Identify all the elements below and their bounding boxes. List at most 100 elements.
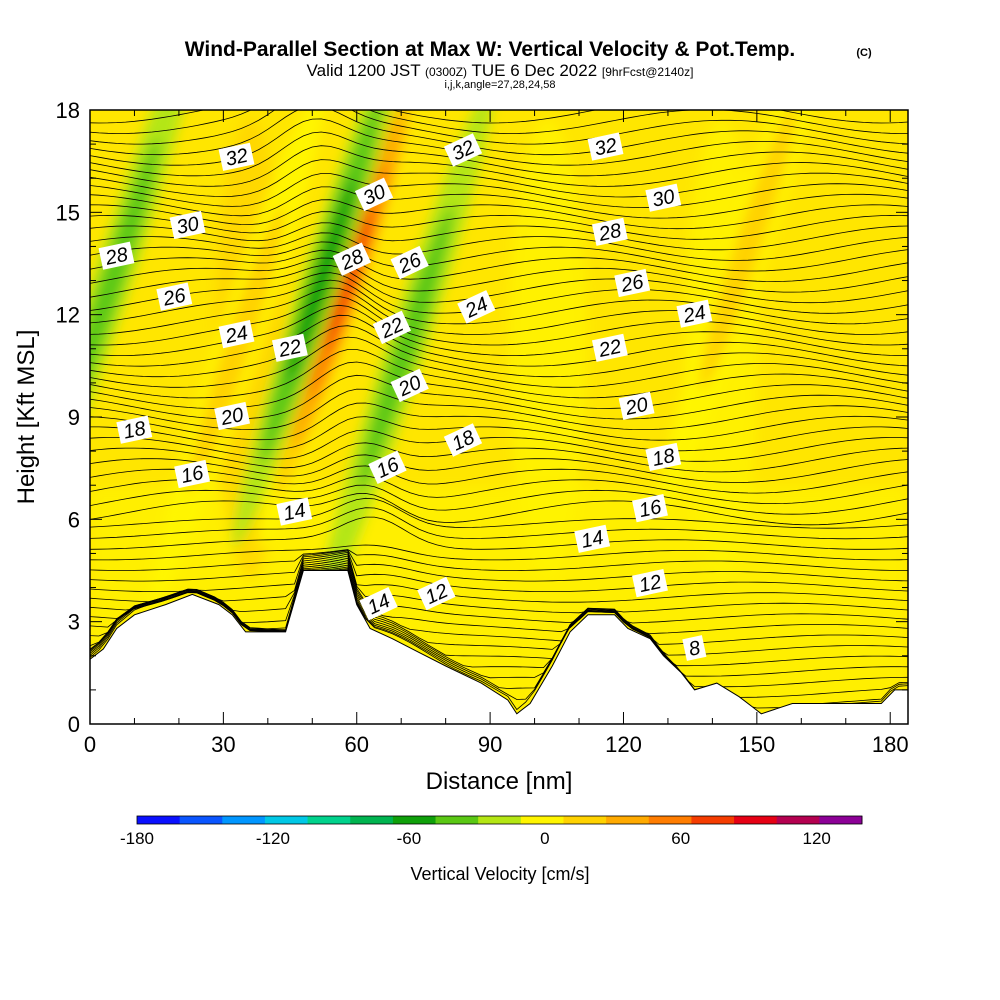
theta-contour-line	[90, 550, 908, 592]
y-tick-label: 0	[68, 712, 80, 737]
theta-contour-label: 32	[218, 142, 255, 171]
theta-contour-label: 8	[682, 635, 707, 661]
svg-text:32: 32	[224, 145, 250, 171]
colorbar	[136, 815, 863, 825]
svg-text:28: 28	[103, 244, 130, 270]
terrain	[90, 570, 908, 724]
updraft-band-mid	[507, 118, 588, 579]
svg-text:12: 12	[637, 571, 663, 597]
theta-contour-line	[90, 553, 908, 614]
colorbar-swatch	[435, 816, 479, 824]
theta-contour-label: 18	[116, 415, 153, 444]
theta-contour-line	[90, 264, 908, 304]
plot-area	[90, 110, 908, 724]
colorbar-swatch	[520, 816, 564, 824]
x-tick-labels: 0 30 60 90 120 150 180	[84, 732, 909, 757]
y-tick-label: 6	[68, 507, 80, 532]
x-tick-label: 180	[872, 732, 909, 757]
theta-contour-line	[90, 279, 908, 325]
theta-contour-line	[90, 110, 908, 134]
subtitle-utc: (0300Z)	[425, 65, 467, 79]
theta-contour-line	[90, 110, 908, 124]
colorbar-swatch	[392, 816, 437, 824]
theta-contour-line	[90, 507, 908, 540]
theta-contour-line	[90, 402, 908, 441]
y-tick-label: 9	[68, 405, 80, 430]
theta-contour-label: 16	[174, 459, 211, 489]
colorbar-swatch	[478, 816, 522, 824]
theta-contour-line	[90, 516, 908, 550]
theta-contour-label: 24	[676, 299, 713, 328]
y-tick-label: 15	[56, 200, 80, 225]
theta-contour-label: 22	[271, 333, 308, 362]
theta-contour-label: 12	[632, 569, 668, 598]
colorbar-swatch	[179, 816, 223, 824]
theta-contour-label: 14	[574, 524, 611, 553]
x-tick-label: 150	[738, 732, 775, 757]
x-tick-label: 30	[211, 732, 235, 757]
theta-contour-label: 24	[218, 320, 255, 348]
x-tick-label: 90	[478, 732, 502, 757]
theta-contour-label: 32	[587, 132, 624, 161]
x-tick-label: 0	[84, 732, 96, 757]
x-axis-label: Distance [nm]	[426, 768, 573, 795]
theta-contour-line	[90, 492, 908, 526]
svg-text:14: 14	[579, 527, 605, 553]
x-tick-label: 60	[344, 732, 368, 757]
theta-contour-label: 20	[618, 391, 655, 420]
y-tick-labels: 0 3 6 9 12 15 18	[56, 98, 80, 737]
chart-subtitle: Valid 1200 JST (0300Z) TUE 6 Dec 2022 [9…	[307, 61, 694, 80]
x-tick-label: 120	[605, 732, 642, 757]
downdraft-core-5	[90, 110, 201, 547]
colorbar-swatch	[819, 816, 863, 824]
colorbar-swatch	[606, 816, 650, 824]
theta-contour-line	[90, 569, 908, 709]
chart-title-mark: (C)	[856, 47, 872, 59]
colorbar-tick-label: 60	[671, 829, 690, 848]
svg-text:26: 26	[618, 271, 646, 298]
theta-contour-line	[90, 314, 908, 367]
colorbar-tick-label: -60	[397, 829, 422, 848]
theta-contour-line	[90, 145, 908, 187]
colorbar-swatch	[264, 816, 309, 824]
theta-contour-line	[90, 388, 908, 431]
y-tick-label: 18	[56, 98, 80, 123]
theta-contour-line	[90, 199, 908, 230]
theta-contour-line	[90, 110, 908, 145]
svg-text:24: 24	[223, 322, 250, 348]
theta-contour-line	[90, 557, 908, 635]
svg-text:30: 30	[650, 186, 676, 212]
theta-contour-label: 26	[156, 282, 193, 311]
svg-text:26: 26	[160, 284, 188, 311]
theta-contour-line	[90, 222, 908, 251]
theta-contour-line	[90, 549, 908, 582]
theta-contour-line	[90, 287, 908, 335]
colorbar-swatch	[734, 816, 778, 824]
svg-text:28: 28	[596, 220, 623, 246]
colorbar-tick-label: 0	[540, 829, 549, 848]
svg-text:32: 32	[593, 134, 619, 160]
theta-contour-line	[90, 110, 908, 156]
colorbar-tick-label: -120	[256, 829, 290, 848]
colorbar-swatch	[350, 816, 394, 824]
theta-contour-line	[90, 416, 908, 452]
colorbar-swatch	[563, 816, 607, 824]
theta-contour-line	[90, 349, 908, 399]
theta-contour-line	[90, 257, 908, 293]
colorbar-label: Vertical Velocity [cm/s]	[410, 864, 589, 884]
theta-contour-line	[90, 429, 908, 462]
colorbar-swatch	[137, 816, 181, 824]
svg-text:18: 18	[650, 445, 676, 471]
colorbar-swatch	[776, 816, 820, 824]
theta-contour-line	[90, 465, 908, 494]
updraft-core-2	[658, 110, 837, 513]
colorbar-swatch	[222, 816, 266, 824]
theta-contour-line	[90, 549, 908, 571]
theta-contour-label: 28	[98, 241, 135, 270]
axis-ticks	[89, 109, 908, 725]
svg-text:18: 18	[121, 418, 147, 444]
svg-text:30: 30	[175, 213, 201, 239]
theta-contour-label: 20	[214, 401, 251, 430]
theta-contour-line	[90, 442, 908, 473]
